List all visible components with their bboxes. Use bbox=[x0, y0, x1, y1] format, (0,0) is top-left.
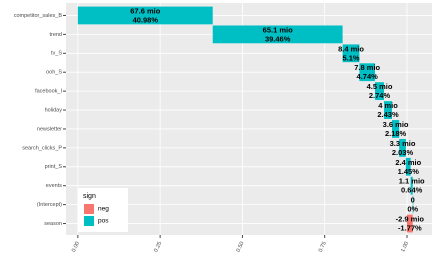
x-tick-label: 0.75 bbox=[318, 241, 328, 253]
effect-label: 65.1 mio bbox=[263, 25, 293, 34]
effect-label: 67.6 mio bbox=[130, 6, 160, 15]
effect-label: 4 mio bbox=[378, 101, 398, 110]
bar bbox=[212, 25, 343, 44]
y-tick-label: print_S bbox=[45, 164, 63, 170]
effect-label: 0 bbox=[411, 196, 415, 205]
x-tick-label: 0.00 bbox=[71, 241, 81, 253]
value-label: 0% bbox=[407, 205, 418, 214]
legend-swatch bbox=[84, 204, 94, 214]
y-tick-label: holiday bbox=[45, 107, 63, 113]
legend-swatch bbox=[84, 216, 94, 226]
bar bbox=[384, 101, 393, 119]
y-tick-label: ooh_S bbox=[46, 70, 62, 76]
effect-label: 1.1 mio bbox=[399, 177, 425, 186]
x-tick-label: 0.25 bbox=[153, 241, 163, 253]
effect-label: 2.4 mio bbox=[395, 158, 421, 167]
bar bbox=[359, 63, 375, 82]
value-label: -1.77% bbox=[398, 224, 422, 233]
legend-label: pos bbox=[98, 218, 109, 225]
effect-label: -2.9 mio bbox=[396, 215, 425, 224]
y-tick-label: events bbox=[46, 183, 62, 189]
effect-label: 8.4 mio bbox=[338, 44, 364, 53]
y-tick-label: season bbox=[44, 221, 62, 227]
y-tick-label: newsletter bbox=[37, 126, 62, 132]
value-label: 5.1% bbox=[342, 53, 359, 62]
bar bbox=[342, 44, 360, 63]
x-tick-label: 1.00 bbox=[400, 241, 410, 253]
bar bbox=[410, 176, 413, 195]
value-label: 40.98% bbox=[133, 15, 159, 24]
bar bbox=[412, 195, 414, 214]
effect-label: 4.5 mio bbox=[367, 82, 393, 91]
value-label: 1.45% bbox=[398, 167, 420, 176]
bar bbox=[399, 138, 406, 157]
y-tick-label: (Intercept) bbox=[37, 202, 62, 208]
bar bbox=[374, 82, 385, 101]
legend-title: sign bbox=[83, 193, 96, 200]
value-label: 39.46% bbox=[265, 34, 291, 43]
y-tick-label: tv_S bbox=[51, 51, 62, 57]
effect-label: 3.3 mio bbox=[390, 139, 416, 148]
x-tick-label: 0.50 bbox=[236, 241, 246, 253]
bar bbox=[406, 214, 413, 233]
value-label: 2.03% bbox=[392, 148, 414, 157]
value-label: 0.64% bbox=[401, 186, 423, 195]
value-label: 2.74% bbox=[369, 91, 391, 100]
bar bbox=[77, 6, 213, 25]
y-tick-label: facebook_I bbox=[35, 89, 62, 95]
value-label: 2.18% bbox=[385, 129, 407, 138]
value-label: 4.74% bbox=[357, 72, 379, 81]
effect-label: 3.6 mio bbox=[383, 120, 409, 129]
y-tick-label: trend bbox=[49, 32, 62, 38]
effect-label: 7.8 mio bbox=[354, 63, 380, 72]
bar bbox=[392, 120, 400, 138]
y-tick-label: search_clicks_P bbox=[22, 145, 62, 151]
legend-label: neg bbox=[98, 206, 109, 213]
value-label: 2.43% bbox=[377, 110, 399, 119]
bar bbox=[405, 157, 411, 176]
y-tick-label: competitor_sales_B bbox=[14, 13, 63, 19]
